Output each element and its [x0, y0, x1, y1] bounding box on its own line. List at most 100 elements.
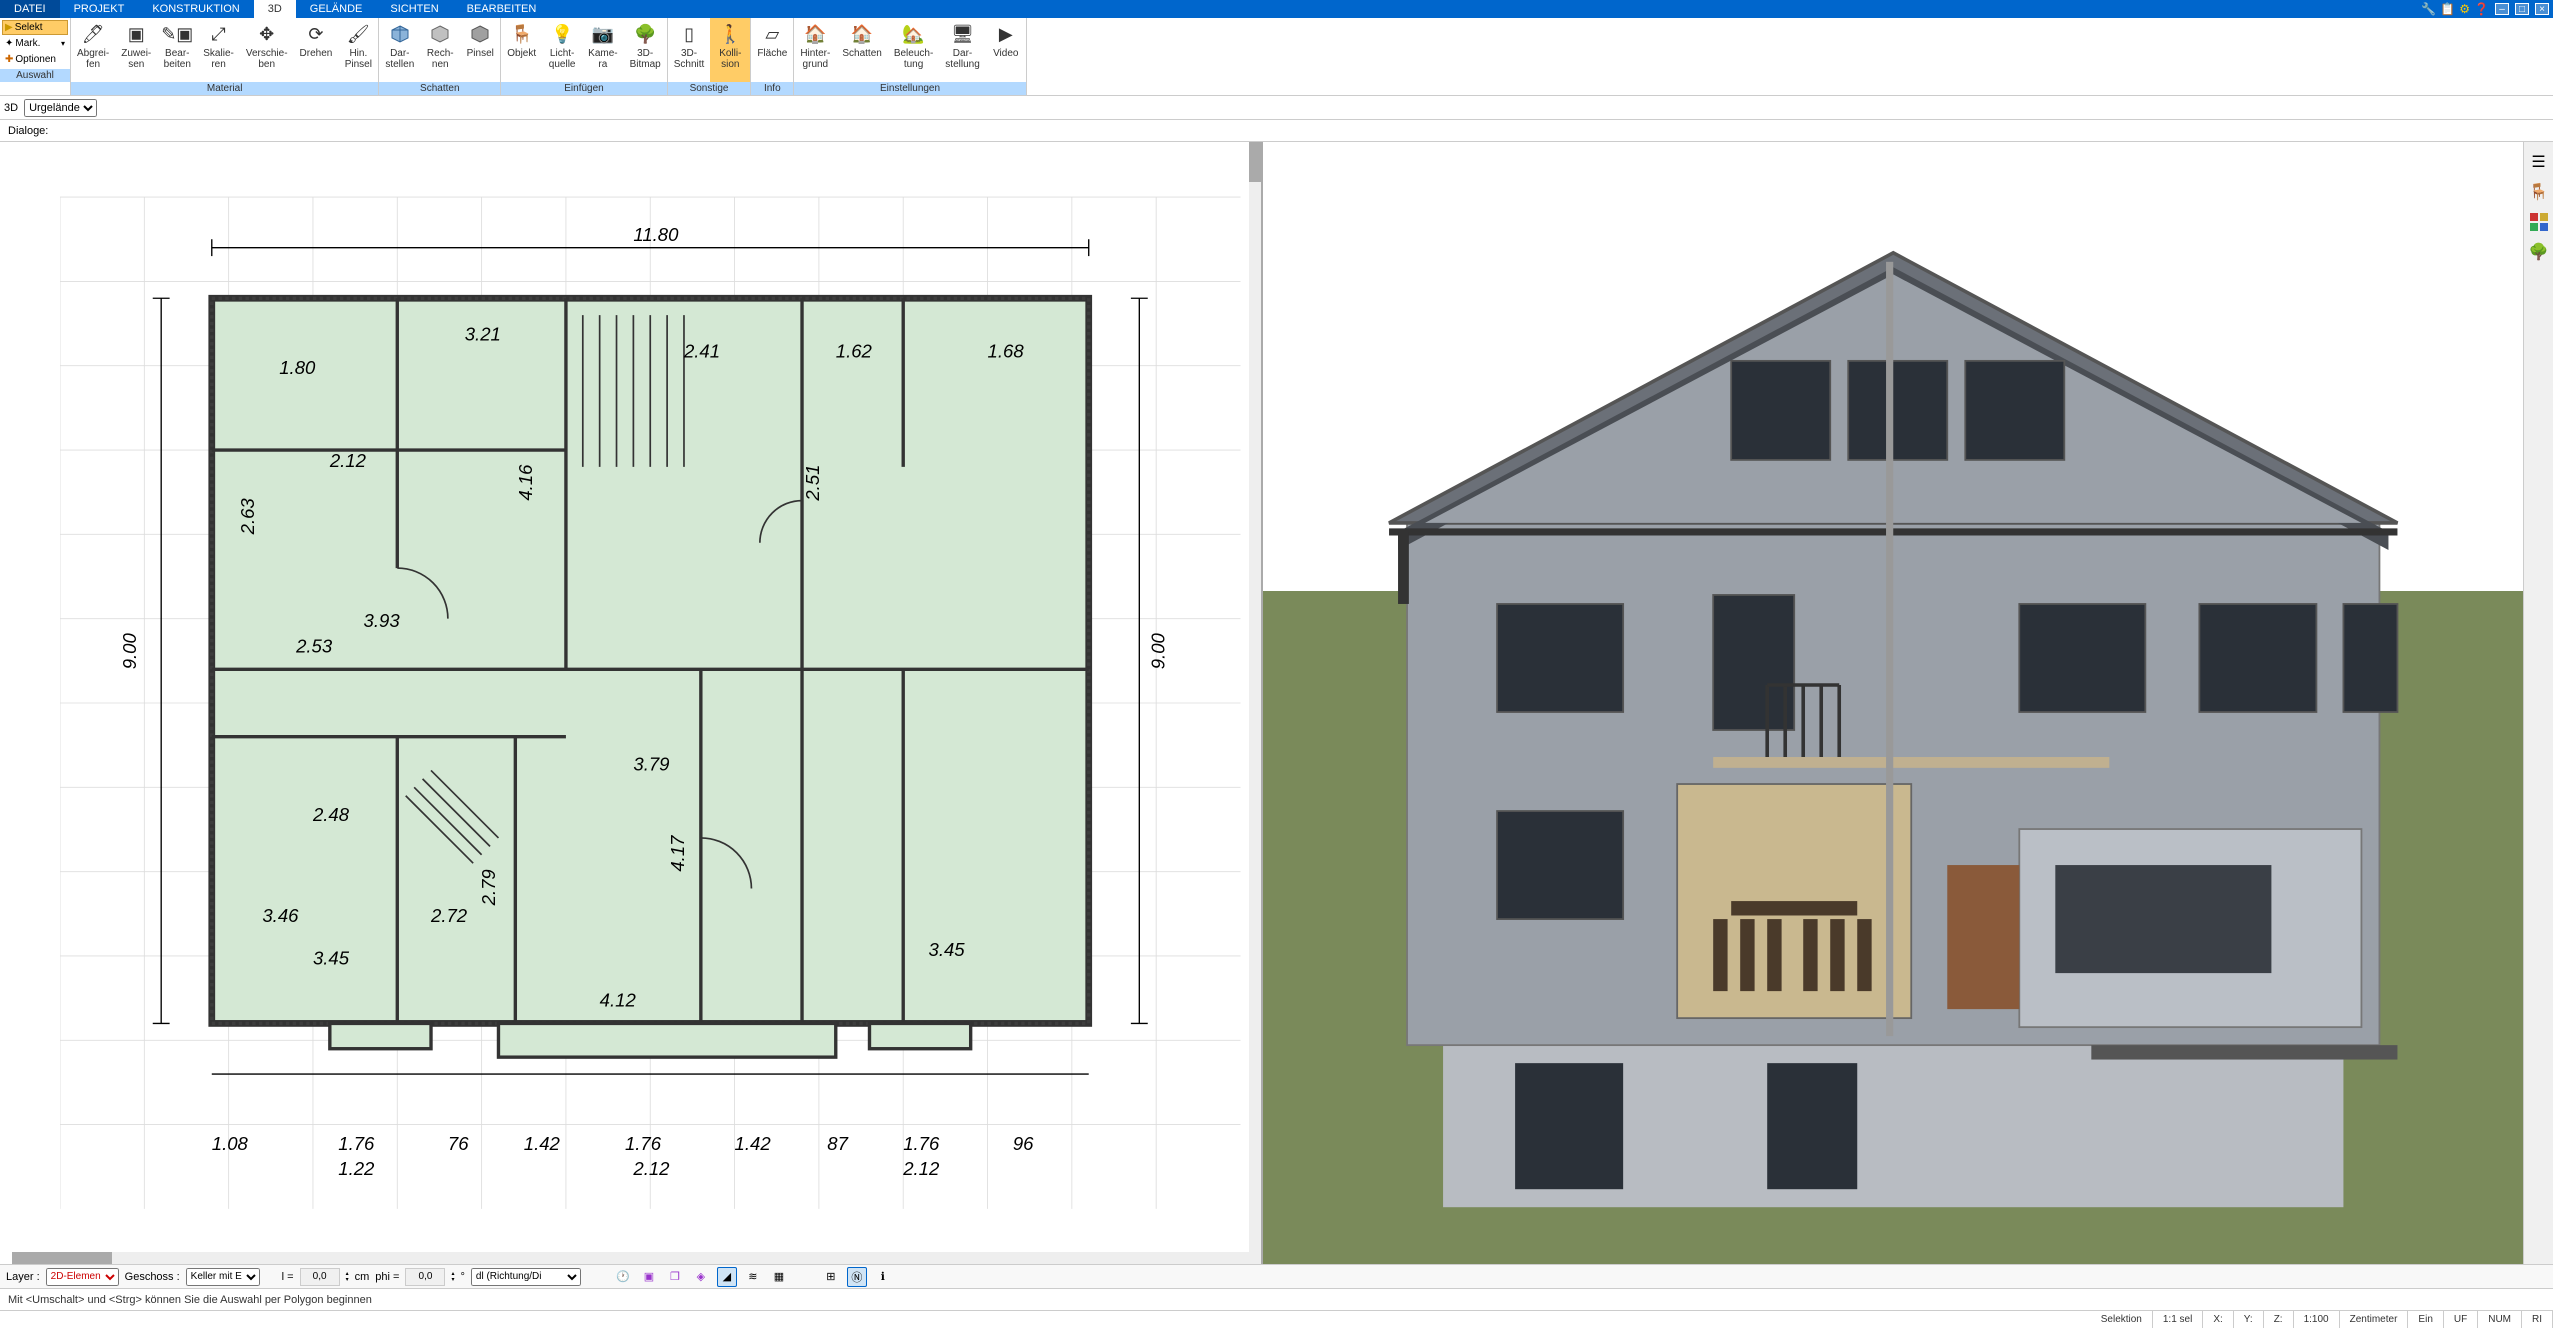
clipboard-icon[interactable]: 📋 [2440, 2, 2455, 16]
layer-select[interactable]: Urgelände [24, 99, 97, 117]
pinsel-button[interactable]: Pinsel [460, 18, 500, 82]
menu-projekt[interactable]: PROJEKT [60, 0, 139, 18]
svg-text:76: 76 [448, 1133, 469, 1154]
l-input[interactable] [300, 1268, 340, 1286]
geschoss-dropdown[interactable]: Keller mit E [186, 1268, 260, 1286]
darstellung-button[interactable]: 🖥Dar-stellung [939, 18, 985, 82]
selekt-button[interactable]: ▶Selekt [2, 20, 68, 35]
verschieben-button[interactable]: ✥Verschie-ben [240, 18, 294, 82]
skalieren-button[interactable]: ⤢Skalie-ren [197, 18, 240, 82]
kamera-button[interactable]: 📷Kame-ra [582, 18, 623, 82]
grid-icon[interactable]: ⊞ [821, 1267, 841, 1287]
gear-icon[interactable]: ⚙ [2459, 2, 2470, 16]
layer-label: Layer : [6, 1271, 40, 1283]
statusbar-info: Selektion 1:1 sel X: Y: Z: 1:100 Zentime… [0, 1310, 2553, 1328]
menu-konstruktion[interactable]: KONSTRUKTION [138, 0, 253, 18]
ribbon-title-auswahl: Auswahl [0, 69, 70, 82]
3dschnitt-button[interactable]: ▯3D-Schnitt [668, 18, 711, 82]
hinpinsel-button[interactable]: 🖌Hin.Pinsel [338, 18, 378, 82]
svg-text:1.76: 1.76 [625, 1133, 662, 1154]
layer-dropdown[interactable]: 2D-Elemen [46, 1268, 119, 1286]
darstellen-button[interactable]: Dar-stellen [379, 18, 420, 82]
svg-text:4.17: 4.17 [667, 835, 688, 872]
menu-3d[interactable]: 3D [254, 0, 296, 18]
schatten-einst-button[interactable]: 🏠Schatten [836, 18, 887, 82]
video-button[interactable]: ▶Video [986, 18, 1026, 82]
scroll-thumb-h[interactable] [12, 1252, 112, 1264]
minimize-button[interactable]: – [2495, 3, 2509, 15]
ortho-icon[interactable]: ◢ [717, 1267, 737, 1287]
scroll-thumb-v[interactable] [1249, 142, 1261, 182]
maximize-button[interactable]: □ [2515, 3, 2529, 15]
kollision-button[interactable]: 🚶Kolli-sion [710, 18, 750, 82]
ribbon-title-sonstige: Sonstige [668, 82, 751, 95]
ribbon-section-info: ▱Fläche Info [751, 18, 794, 95]
optionen-button[interactable]: ✚Optionen [2, 52, 68, 67]
close-button[interactable]: × [2535, 3, 2549, 15]
svg-text:4.16: 4.16 [515, 464, 536, 501]
svg-text:3.46: 3.46 [262, 905, 299, 926]
menu-bearbeiten[interactable]: BEARBEITEN [453, 0, 551, 18]
phi-input[interactable] [405, 1268, 445, 1286]
status-selektion: Selektion [2091, 1311, 2153, 1328]
svg-text:2.63: 2.63 [237, 498, 258, 536]
purple-icon-3[interactable]: ◈ [691, 1267, 711, 1287]
drehen-button[interactable]: ⟳Drehen [294, 18, 339, 82]
beleuchtung-button[interactable]: 🏡Beleuch-tung [888, 18, 939, 82]
abgreifen-button[interactable]: 🖊Abgrei-fen [71, 18, 115, 82]
flaeche-button[interactable]: ▱Fläche [751, 18, 793, 82]
menu-gelaende[interactable]: GELÄNDE [296, 0, 377, 18]
zuweisen-button[interactable]: ▣Zuwei-sen [115, 18, 157, 82]
view-2d[interactable]: 11.80 9.00 9.00 1.80 3.21 2.41 1.62 1.68… [0, 142, 1263, 1264]
rechnen-button[interactable]: Rech-nen [420, 18, 460, 82]
l-spinner[interactable]: ▴▾ [346, 1271, 349, 1283]
svg-text:1.80: 1.80 [279, 357, 316, 378]
hintergrund-button[interactable]: 🏠Hinter-grund [794, 18, 836, 82]
tree-side-icon[interactable]: 🌳 [2529, 242, 2549, 262]
status-num: NUM [2478, 1311, 2522, 1328]
wall-icon[interactable]: ▦ [769, 1267, 789, 1287]
status-sel-ratio: 1:1 sel [2153, 1311, 2203, 1328]
rotate-icon: ⟳ [304, 22, 328, 46]
svg-text:1.42: 1.42 [735, 1133, 772, 1154]
ribbon: ▶Selekt ✦Mark.▾ ✚Optionen Auswahl 🖊Abgre… [0, 18, 2553, 96]
layers-icon[interactable]: ☰ [2529, 152, 2549, 172]
info-icon[interactable]: ℹ [873, 1267, 893, 1287]
dialoge-bar: Dialoge: [0, 120, 2553, 142]
purple-icon-2[interactable]: ❐ [665, 1267, 685, 1287]
help-icon[interactable]: ❓ [2474, 2, 2489, 16]
view-3d[interactable] [1263, 142, 2524, 1264]
statusbar-hint: Mit <Umschalt> und <Strg> können Sie die… [0, 1288, 2553, 1310]
status-x: X: [2203, 1311, 2233, 1328]
ribbon-title-schatten: Schatten [379, 82, 500, 95]
menubar: DATEI PROJEKT KONSTRUKTION 3D GELÄNDE SI… [0, 0, 2553, 18]
menu-datei[interactable]: DATEI [0, 0, 60, 18]
objekt-button[interactable]: 🪑Objekt [501, 18, 542, 82]
chair-icon: 🪑 [510, 22, 534, 46]
status-ri: RI [2522, 1311, 2553, 1328]
scrollbar-v[interactable] [1249, 142, 1261, 1264]
purple-icon-1[interactable]: ▣ [639, 1267, 659, 1287]
furniture-icon[interactable]: 🪑 [2529, 182, 2549, 202]
snap-icon[interactable]: Ⓝ [847, 1267, 867, 1287]
mark-button[interactable]: ✦Mark.▾ [2, 36, 68, 51]
tool-icon[interactable]: 🔧 [2421, 2, 2436, 16]
ribbon-section-schatten: Dar-stellen Rech-nen Pinsel Schatten [379, 18, 501, 95]
palette-icon[interactable] [2529, 212, 2549, 232]
brush-icon: 🖌 [346, 22, 370, 46]
phi-label: phi = [375, 1271, 399, 1283]
menu-sichten[interactable]: SICHTEN [376, 0, 452, 18]
lichtquelle-button[interactable]: 💡Licht-quelle [542, 18, 582, 82]
area-icon: ▱ [760, 22, 784, 46]
clock-icon[interactable]: 🕐 [613, 1267, 633, 1287]
3dbitmap-button[interactable]: 🌳3D-Bitmap [624, 18, 667, 82]
bearbeiten-button[interactable]: ✎▣Bear-beiten [157, 18, 197, 82]
layers-toggle-icon[interactable]: ≋ [743, 1267, 763, 1287]
dl-dropdown[interactable]: dl (Richtung/Di [471, 1268, 581, 1286]
ribbon-title-einfuegen: Einfügen [501, 82, 666, 95]
status-uf: UF [2444, 1311, 2478, 1328]
scrollbar-h[interactable] [12, 1252, 1261, 1264]
phi-spinner[interactable]: ▴▾ [451, 1271, 454, 1283]
house-shadow-icon: 🏠 [850, 22, 874, 46]
eyedropper-icon: 🖊 [81, 22, 105, 46]
